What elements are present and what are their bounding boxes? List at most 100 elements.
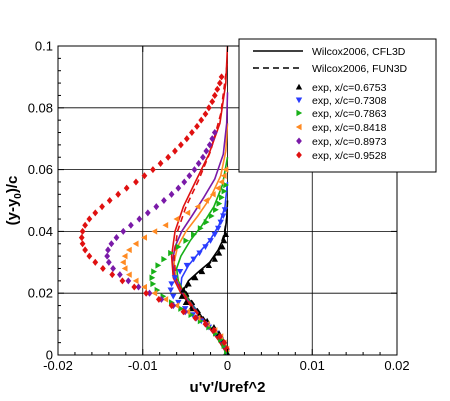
data-point xyxy=(132,240,139,247)
legend: Wilcox2006, CFL3D Wilcox2006, FUN3D exp, x… xyxy=(238,38,437,173)
legend-marker-swatch xyxy=(295,97,303,104)
data-point xyxy=(116,271,123,279)
data-point xyxy=(135,283,142,291)
data-point xyxy=(211,326,217,334)
data-point xyxy=(175,299,182,306)
data-point xyxy=(202,244,209,251)
y-axis-label-part-2: )/c xyxy=(4,176,21,194)
data-point xyxy=(133,178,139,186)
data-point xyxy=(197,225,204,232)
data-point xyxy=(168,281,175,288)
data-point xyxy=(82,246,88,254)
data-point xyxy=(144,209,151,217)
legend-marker-swatch xyxy=(295,123,302,131)
data-point xyxy=(196,250,203,257)
data-point xyxy=(151,290,158,297)
data-point xyxy=(150,280,157,288)
data-point xyxy=(128,221,134,229)
data-point xyxy=(206,141,213,149)
data-point xyxy=(86,215,93,223)
data-point xyxy=(86,252,93,260)
legend-entry-label: exp, x/c=0.8418 xyxy=(312,122,387,134)
data-point xyxy=(192,274,199,281)
data-point xyxy=(220,172,227,179)
data-point xyxy=(194,122,200,130)
data-point xyxy=(183,237,190,244)
data-point xyxy=(141,234,148,241)
data-point xyxy=(184,209,191,217)
legend-entry-label: exp, x/c=0.8973 xyxy=(312,136,387,148)
data-point xyxy=(180,286,187,293)
legend-entry-label: Wilcox2006, CFL3D xyxy=(312,46,406,58)
data-point xyxy=(78,234,85,242)
data-point xyxy=(153,203,160,211)
data-point xyxy=(119,277,126,285)
data-point xyxy=(121,265,128,272)
data-point xyxy=(105,246,111,254)
data-point xyxy=(194,203,201,210)
data-point xyxy=(209,98,216,106)
x-tick-label: 0.02 xyxy=(384,358,409,373)
data-point xyxy=(185,280,192,287)
y-tick-label: 0.02 xyxy=(28,286,53,301)
data-point xyxy=(125,246,132,254)
data-point xyxy=(178,293,185,299)
data-point xyxy=(155,262,162,269)
data-point xyxy=(223,345,230,353)
data-point xyxy=(203,197,209,204)
data-point xyxy=(218,178,225,186)
data-point xyxy=(175,184,182,192)
y-tick-label: 0.1 xyxy=(35,39,53,54)
data-point xyxy=(211,129,218,137)
data-point xyxy=(221,188,228,195)
data-point xyxy=(214,225,222,232)
data-point xyxy=(205,104,212,112)
data-point xyxy=(208,212,215,220)
x-tick-label: 0 xyxy=(224,358,231,373)
data-point xyxy=(222,166,229,173)
data-point xyxy=(205,262,213,268)
data-point xyxy=(198,116,205,124)
data-point xyxy=(207,238,214,244)
data-point xyxy=(132,277,139,285)
data-point xyxy=(182,299,190,306)
data-point xyxy=(200,153,206,161)
data-point xyxy=(143,289,150,297)
y-axis-label-part-1: (y-y xyxy=(4,198,21,225)
data-point xyxy=(172,147,178,155)
data-point xyxy=(125,271,132,278)
data-point xyxy=(151,268,157,275)
data-point xyxy=(141,172,148,180)
data-point xyxy=(202,320,209,328)
data-point xyxy=(195,159,202,167)
data-point xyxy=(168,249,174,257)
legend-box xyxy=(238,38,437,173)
curve-fun3d xyxy=(173,61,229,356)
data-point xyxy=(203,147,210,155)
data-point xyxy=(221,339,227,347)
data-point xyxy=(149,274,156,281)
legend-entry-label: Wilcox2006, FUN3D xyxy=(312,63,408,75)
data-point xyxy=(82,221,88,229)
data-point xyxy=(216,79,223,87)
data-point xyxy=(183,262,191,269)
y-tick-label: 0.06 xyxy=(28,162,53,177)
data-point xyxy=(189,129,195,137)
data-point xyxy=(170,293,177,300)
data-point xyxy=(175,243,182,251)
data-point xyxy=(110,264,116,272)
y-tick-label: 0.04 xyxy=(28,224,53,239)
legend-marker-swatch xyxy=(296,109,303,117)
data-point xyxy=(131,283,138,291)
data-point xyxy=(219,243,226,250)
data-point xyxy=(196,311,203,318)
data-point xyxy=(167,287,174,294)
data-point xyxy=(92,209,99,217)
legend-marker-swatch xyxy=(296,137,302,145)
legend-marker-swatch xyxy=(295,83,303,90)
data-point xyxy=(173,215,180,223)
data-point xyxy=(181,178,188,186)
x-tick-label: -0.02 xyxy=(43,358,73,373)
data-point xyxy=(186,172,193,180)
data-point xyxy=(99,203,105,211)
